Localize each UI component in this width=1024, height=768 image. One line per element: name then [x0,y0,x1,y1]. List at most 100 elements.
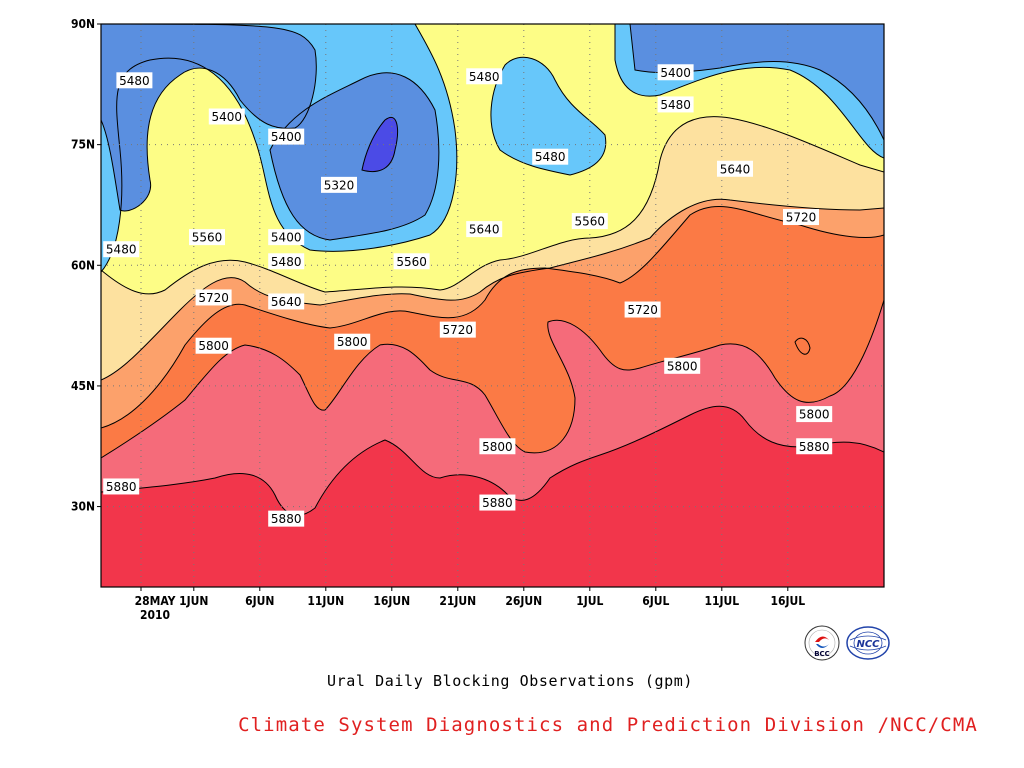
contour-line-layers [101,24,884,516]
svg-text:5480: 5480 [660,98,691,112]
contour-label: 5800 [664,357,701,374]
contour-label: 5880 [268,510,305,527]
x-tick-label: 11JUN [307,594,344,608]
svg-text:5800: 5800 [482,440,513,454]
svg-text:5640: 5640 [271,295,302,309]
contour-label: 5800 [479,438,516,455]
contour-label: 5560 [393,253,430,270]
svg-text:5880: 5880 [482,496,513,510]
svg-text:5800: 5800 [337,335,368,349]
x-tick-label: 11JUL [704,594,739,608]
y-axis: 90N 75N 60N 45N 30N [71,17,101,514]
svg-text:5800: 5800 [667,359,698,373]
svg-text:5480: 5480 [271,255,302,269]
band-5640-5720-line [101,198,884,381]
contour-label: 5720 [195,289,232,306]
blob-5800-island-line [794,337,811,355]
blob-5480-center-line [490,56,607,176]
x-tick-label: 28MAY [135,594,176,608]
contour-label: 5880 [796,438,833,455]
y-tick-label: 75N [71,138,95,152]
svg-text:5400: 5400 [271,231,302,245]
x-tick-label: 6JUN [245,594,274,608]
x-tick-label: 1JUN [179,594,208,608]
contour-label: 5720 [439,321,476,338]
blob-5400-west-line [101,24,317,212]
svg-text:5400: 5400 [212,110,243,124]
svg-text:5400: 5400 [660,66,691,80]
plot-frame [100,23,885,588]
contour-label: 5880 [479,494,516,511]
svg-text:5720: 5720 [198,291,229,305]
contour-label: 5800 [796,406,833,423]
bcc-logo: BCC [802,624,842,666]
blob-5400-center [270,72,439,241]
contour-label: 5480 [103,241,140,258]
band-5800-5880-line [101,299,884,459]
svg-text:5400: 5400 [271,130,302,144]
svg-text:5720: 5720 [443,323,474,337]
contour-label: 5400 [268,128,305,145]
y-tick-label: 30N [71,500,95,514]
contour-label: 5720 [624,301,661,318]
svg-text:5320: 5320 [324,178,355,192]
blob-5480-center [490,57,606,176]
blob-5480-west-line [101,24,458,273]
contour-label: 5320 [321,176,357,193]
contour-label: 5400 [268,229,305,246]
svg-text:5640: 5640 [720,162,751,176]
contour-label: 5560 [571,213,608,230]
contour-labels: 5480 5480 5400 5400 5320 5560 5400 5480 5560 5640… [103,64,833,527]
chart-title: Ural Daily Blocking Observations (gpm) [327,672,693,690]
credit-line: Climate System Diagnostics and Predictio… [238,714,978,736]
y-tick-label: 90N [71,17,95,31]
contour-label: 5640 [268,293,305,310]
svg-text:5560: 5560 [396,255,427,269]
contour-label: 5480 [268,253,305,270]
svg-text:BCC: BCC [814,650,830,658]
contour-label: 5800 [334,333,371,350]
x-tick-label: 16JUL [770,594,805,608]
contour-label: 5400 [208,108,245,125]
svg-text:5720: 5720 [786,211,817,225]
band-5560-5640-line [101,116,884,295]
blob-5400-west [101,24,317,211]
svg-text:5480: 5480 [469,70,500,84]
x-tick-label: 21JUN [439,594,476,608]
contour-label: 5640 [466,221,503,238]
x-tick-label: 26JUN [505,594,542,608]
blob-5480-east-line [614,24,884,159]
contour-fill-layers [101,24,884,587]
svg-text:5480: 5480 [119,74,150,88]
svg-text:5640: 5640 [469,223,500,237]
x-tick-label: 6JUL [642,594,669,608]
svg-text:5880: 5880 [106,480,137,494]
svg-text:5720: 5720 [627,303,658,317]
band-5720-5800-line [101,205,884,429]
blob-5320-line [361,117,398,173]
contour-label: 5720 [783,209,819,226]
ncc-logo: NCC [845,624,891,666]
contour-label: 5400 [657,64,694,81]
x-axis: 28MAY 1JUN 6JUN 11JUN 16JUN 21JUN 26JUN 1JUL 6JU… [135,587,805,622]
svg-text:5800: 5800 [799,408,830,422]
band-above-5880-line [101,405,884,516]
svg-text:5800: 5800 [198,339,229,353]
svg-text:5480: 5480 [535,150,566,164]
y-tick-label: 45N [71,379,95,393]
x-tick-label: 1JUL [576,594,603,608]
y-tick-label: 60N [71,258,95,272]
x-tick-label: 16JUN [373,594,410,608]
svg-text:5880: 5880 [271,512,302,526]
x-year-label: 2010 [140,608,170,622]
svg-text:NCC: NCC [856,639,880,650]
contour-label: 5880 [103,478,140,495]
svg-text:5880: 5880 [799,440,830,454]
blob-5320 [362,117,398,172]
svg-text:5480: 5480 [106,243,137,257]
contour-label: 5800 [195,337,232,354]
contour-label: 5480 [532,148,569,165]
contour-label: 5560 [189,229,225,246]
blob-5400-center-line [269,72,440,241]
